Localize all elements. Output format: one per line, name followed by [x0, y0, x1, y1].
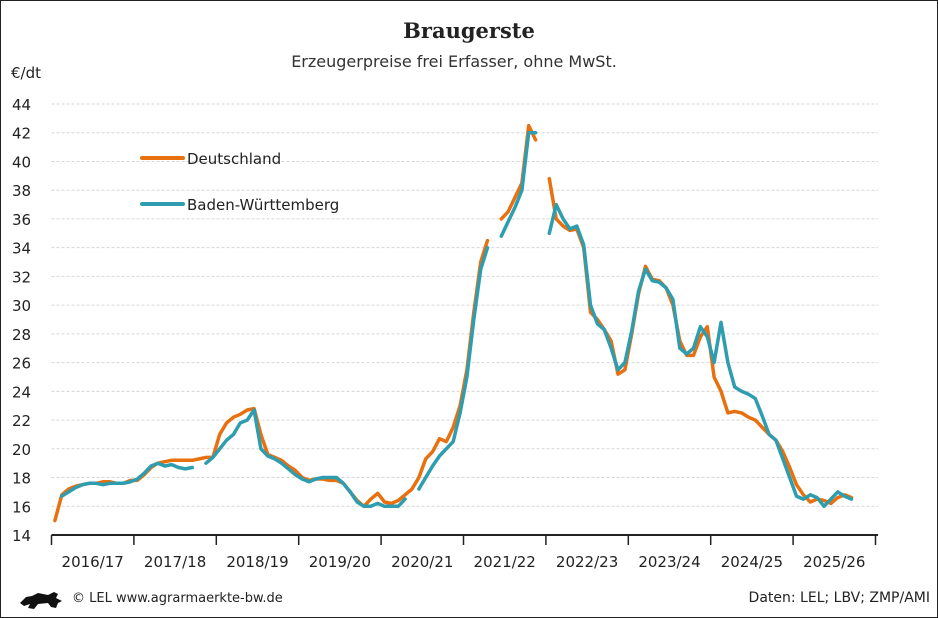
x-tick-label: 2017/18 [144, 553, 206, 571]
x-tick-label: 2021/22 [474, 553, 536, 571]
y-tick-label: 26 [12, 355, 31, 373]
series-line-baden-wuerttemberg [499, 130, 538, 238]
y-tick-label: 44 [12, 96, 31, 114]
y-tick-label: 32 [12, 268, 31, 286]
series-line-baden-wuerttemberg [60, 461, 195, 498]
series-line-deutschland [547, 176, 854, 506]
chart-title: Braugerste [403, 18, 535, 43]
x-tick-label: 2016/17 [62, 553, 124, 571]
x-tick-label: 2025/26 [803, 553, 865, 571]
y-tick-label: 40 [12, 153, 31, 171]
y-tick-label: 34 [12, 240, 31, 258]
y-tick-label: 18 [12, 470, 31, 488]
y-tick-label: 36 [12, 211, 31, 229]
series-line-baden-wuerttemberg [417, 245, 490, 491]
series-line-baden-wuerttemberg [547, 202, 854, 509]
copyright-text: © LEL www.agrarmaerkte-bw.de [72, 591, 283, 606]
y-tick-label: 20 [12, 441, 31, 459]
y-tick-label: 42 [12, 125, 31, 143]
x-tick-label: 2020/21 [391, 553, 453, 571]
y-tick-label: 22 [12, 412, 31, 430]
chart-subtitle: Erzeugerpreise frei Erfasser, ohne MwSt. [291, 52, 617, 71]
x-tick-label: 2023/24 [638, 553, 700, 571]
y-tick-label: 30 [12, 297, 31, 315]
series-line-baden-wuerttemberg [204, 408, 407, 509]
y-tick-label: 38 [12, 182, 31, 200]
y-tick-label: 24 [12, 383, 31, 401]
x-tick-label: 2019/20 [309, 553, 371, 571]
series-line-deutschland [53, 238, 490, 523]
y-tick-label: 16 [12, 498, 31, 516]
legend-label: Deutschland [187, 150, 281, 168]
y-axis-unit: €/dt [11, 64, 41, 82]
source-text: Daten: LEL; LBV; ZMP/AMI [748, 590, 930, 606]
lion-logo-icon [20, 592, 62, 609]
x-tick-label: 2022/23 [556, 553, 618, 571]
x-tick-label: 2018/19 [226, 553, 288, 571]
legend-label: Baden-Württemberg [187, 196, 339, 214]
series-line-deutschland [499, 123, 538, 221]
y-tick-label: 28 [12, 326, 31, 344]
y-tick-label: 14 [12, 527, 31, 545]
x-tick-label: 2024/25 [721, 553, 783, 571]
